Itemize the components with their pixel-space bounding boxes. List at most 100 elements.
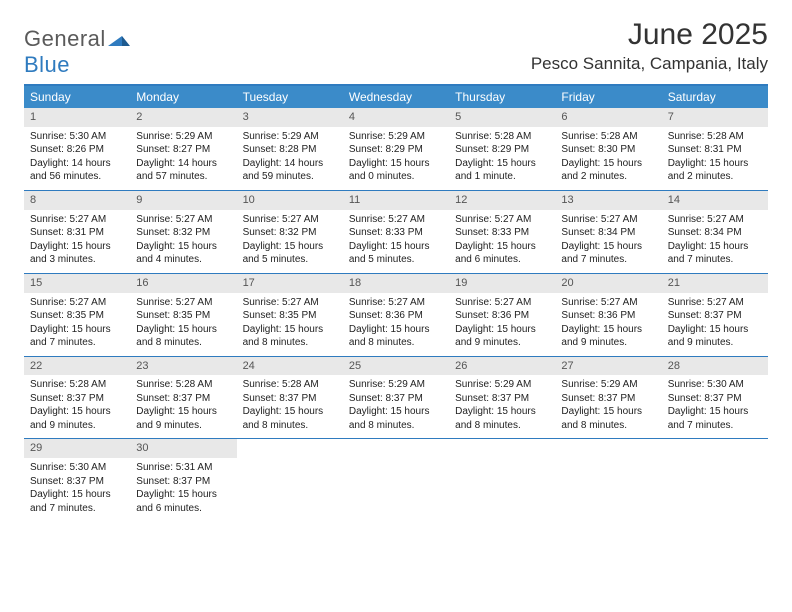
sunset-text: Sunset: 8:28 PM <box>243 143 337 157</box>
daylight-text: Daylight: 15 hours and 8 minutes. <box>136 323 230 350</box>
sunrise-text: Sunrise: 5:29 AM <box>349 378 443 392</box>
day-details: Sunrise: 5:30 AMSunset: 8:26 PMDaylight:… <box>24 127 130 190</box>
day-number: 26 <box>449 357 555 376</box>
calendar-day-empty <box>343 439 449 521</box>
calendar-day: 7Sunrise: 5:28 AMSunset: 8:31 PMDaylight… <box>662 108 768 190</box>
title-block: June 2025 Pesco Sannita, Campania, Italy <box>531 18 768 74</box>
day-details: Sunrise: 5:27 AMSunset: 8:31 PMDaylight:… <box>24 210 130 273</box>
day-details: Sunrise: 5:27 AMSunset: 8:35 PMDaylight:… <box>237 293 343 356</box>
calendar-day: 6Sunrise: 5:28 AMSunset: 8:30 PMDaylight… <box>555 108 661 190</box>
calendar-week: 29Sunrise: 5:30 AMSunset: 8:37 PMDayligh… <box>24 439 768 521</box>
header: General Blue June 2025 Pesco Sannita, Ca… <box>24 18 768 78</box>
sunset-text: Sunset: 8:37 PM <box>668 309 762 323</box>
sunrise-text: Sunrise: 5:27 AM <box>349 213 443 227</box>
day-details: Sunrise: 5:30 AMSunset: 8:37 PMDaylight:… <box>662 375 768 438</box>
sunrise-text: Sunrise: 5:27 AM <box>30 213 124 227</box>
day-details: Sunrise: 5:27 AMSunset: 8:36 PMDaylight:… <box>555 293 661 356</box>
sunset-text: Sunset: 8:36 PM <box>561 309 655 323</box>
calendar-day: 13Sunrise: 5:27 AMSunset: 8:34 PMDayligh… <box>555 191 661 273</box>
sunrise-text: Sunrise: 5:27 AM <box>243 213 337 227</box>
day-details: Sunrise: 5:30 AMSunset: 8:37 PMDaylight:… <box>24 458 130 521</box>
calendar-day: 23Sunrise: 5:28 AMSunset: 8:37 PMDayligh… <box>130 357 236 439</box>
sunrise-text: Sunrise: 5:29 AM <box>561 378 655 392</box>
sunset-text: Sunset: 8:37 PM <box>455 392 549 406</box>
daylight-text: Daylight: 15 hours and 1 minute. <box>455 157 549 184</box>
sunset-text: Sunset: 8:31 PM <box>30 226 124 240</box>
calendar-day: 24Sunrise: 5:28 AMSunset: 8:37 PMDayligh… <box>237 357 343 439</box>
calendar-day: 26Sunrise: 5:29 AMSunset: 8:37 PMDayligh… <box>449 357 555 439</box>
daylight-text: Daylight: 15 hours and 5 minutes. <box>349 240 443 267</box>
daylight-text: Daylight: 15 hours and 7 minutes. <box>561 240 655 267</box>
calendar-day-empty <box>555 439 661 521</box>
daylight-text: Daylight: 14 hours and 56 minutes. <box>30 157 124 184</box>
calendar-week: 15Sunrise: 5:27 AMSunset: 8:35 PMDayligh… <box>24 274 768 357</box>
day-number: 5 <box>449 108 555 127</box>
sunset-text: Sunset: 8:36 PM <box>455 309 549 323</box>
calendar-day: 8Sunrise: 5:27 AMSunset: 8:31 PMDaylight… <box>24 191 130 273</box>
daylight-text: Daylight: 15 hours and 2 minutes. <box>561 157 655 184</box>
daylight-text: Daylight: 15 hours and 9 minutes. <box>30 405 124 432</box>
day-number: 25 <box>343 357 449 376</box>
daylight-text: Daylight: 15 hours and 9 minutes. <box>561 323 655 350</box>
daylight-text: Daylight: 15 hours and 8 minutes. <box>349 323 443 350</box>
day-details: Sunrise: 5:28 AMSunset: 8:30 PMDaylight:… <box>555 127 661 190</box>
day-number: 18 <box>343 274 449 293</box>
daylight-text: Daylight: 14 hours and 57 minutes. <box>136 157 230 184</box>
sunrise-text: Sunrise: 5:27 AM <box>243 296 337 310</box>
sunset-text: Sunset: 8:37 PM <box>136 475 230 489</box>
weekday-header-row: SundayMondayTuesdayWednesdayThursdayFrid… <box>24 86 768 108</box>
sunset-text: Sunset: 8:33 PM <box>455 226 549 240</box>
day-details: Sunrise: 5:29 AMSunset: 8:28 PMDaylight:… <box>237 127 343 190</box>
sunset-text: Sunset: 8:32 PM <box>136 226 230 240</box>
sunset-text: Sunset: 8:37 PM <box>349 392 443 406</box>
sunset-text: Sunset: 8:31 PM <box>668 143 762 157</box>
daylight-text: Daylight: 15 hours and 2 minutes. <box>668 157 762 184</box>
day-number: 21 <box>662 274 768 293</box>
sunrise-text: Sunrise: 5:28 AM <box>668 130 762 144</box>
daylight-text: Daylight: 15 hours and 8 minutes. <box>455 405 549 432</box>
day-details: Sunrise: 5:27 AMSunset: 8:35 PMDaylight:… <box>130 293 236 356</box>
sunset-text: Sunset: 8:37 PM <box>561 392 655 406</box>
day-number: 7 <box>662 108 768 127</box>
calendar-week: 22Sunrise: 5:28 AMSunset: 8:37 PMDayligh… <box>24 357 768 440</box>
calendar-day: 9Sunrise: 5:27 AMSunset: 8:32 PMDaylight… <box>130 191 236 273</box>
day-number: 6 <box>555 108 661 127</box>
calendar-day: 14Sunrise: 5:27 AMSunset: 8:34 PMDayligh… <box>662 191 768 273</box>
day-details: Sunrise: 5:29 AMSunset: 8:37 PMDaylight:… <box>343 375 449 438</box>
sunrise-text: Sunrise: 5:30 AM <box>30 461 124 475</box>
day-number: 24 <box>237 357 343 376</box>
day-details: Sunrise: 5:28 AMSunset: 8:31 PMDaylight:… <box>662 127 768 190</box>
sunset-text: Sunset: 8:37 PM <box>243 392 337 406</box>
day-details: Sunrise: 5:28 AMSunset: 8:37 PMDaylight:… <box>237 375 343 438</box>
daylight-text: Daylight: 15 hours and 9 minutes. <box>136 405 230 432</box>
daylight-text: Daylight: 15 hours and 8 minutes. <box>243 405 337 432</box>
calendar-day: 16Sunrise: 5:27 AMSunset: 8:35 PMDayligh… <box>130 274 236 356</box>
day-number: 16 <box>130 274 236 293</box>
day-details: Sunrise: 5:27 AMSunset: 8:36 PMDaylight:… <box>449 293 555 356</box>
sunset-text: Sunset: 8:37 PM <box>30 392 124 406</box>
calendar-day-empty <box>237 439 343 521</box>
calendar-day: 17Sunrise: 5:27 AMSunset: 8:35 PMDayligh… <box>237 274 343 356</box>
sunset-text: Sunset: 8:37 PM <box>668 392 762 406</box>
daylight-text: Daylight: 15 hours and 7 minutes. <box>30 488 124 515</box>
calendar-day: 11Sunrise: 5:27 AMSunset: 8:33 PMDayligh… <box>343 191 449 273</box>
calendar-day: 28Sunrise: 5:30 AMSunset: 8:37 PMDayligh… <box>662 357 768 439</box>
weekday-header: Thursday <box>449 86 555 108</box>
sunrise-text: Sunrise: 5:27 AM <box>455 296 549 310</box>
day-details: Sunrise: 5:27 AMSunset: 8:33 PMDaylight:… <box>449 210 555 273</box>
day-details: Sunrise: 5:31 AMSunset: 8:37 PMDaylight:… <box>130 458 236 521</box>
sunrise-text: Sunrise: 5:31 AM <box>136 461 230 475</box>
day-number: 14 <box>662 191 768 210</box>
sunset-text: Sunset: 8:34 PM <box>668 226 762 240</box>
logo: General Blue <box>24 18 130 78</box>
sunrise-text: Sunrise: 5:28 AM <box>243 378 337 392</box>
calendar-day: 18Sunrise: 5:27 AMSunset: 8:36 PMDayligh… <box>343 274 449 356</box>
day-details: Sunrise: 5:27 AMSunset: 8:37 PMDaylight:… <box>662 293 768 356</box>
day-number: 15 <box>24 274 130 293</box>
logo-word2: Blue <box>24 52 70 77</box>
logo-text: General Blue <box>24 26 130 78</box>
daylight-text: Daylight: 15 hours and 0 minutes. <box>349 157 443 184</box>
sunset-text: Sunset: 8:30 PM <box>561 143 655 157</box>
sunrise-text: Sunrise: 5:27 AM <box>668 296 762 310</box>
sunrise-text: Sunrise: 5:28 AM <box>455 130 549 144</box>
